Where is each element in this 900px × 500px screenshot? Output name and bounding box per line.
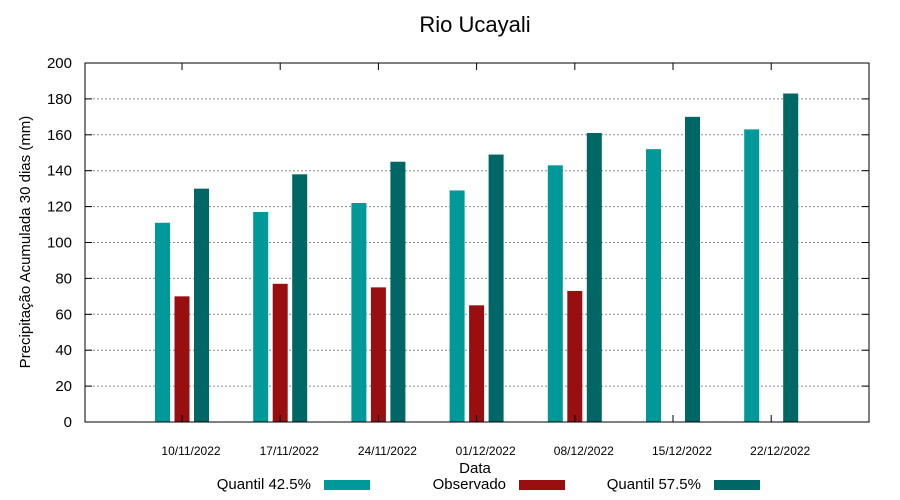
y-axis-ticks: 0 20 40 60 80 100 120 140 160 180 200: [47, 55, 869, 431]
bar: [488, 154, 504, 423]
bar: [547, 165, 563, 422]
bar: [783, 93, 799, 422]
x-tick-label: 10/11/2022: [161, 444, 220, 458]
x-tick-label: 01/12/2022: [456, 444, 516, 458]
legend-label: Quantil 42.5%: [217, 476, 311, 493]
x-tick-label: 17/11/2022: [260, 444, 319, 458]
y-tick-label: 0: [64, 414, 72, 431]
y-tick-label: 180: [47, 91, 72, 108]
bar: [370, 287, 386, 422]
bar: [155, 222, 170, 422]
legend: Quantil 42.5% Observado Quantil 57.5%: [217, 476, 760, 493]
legend-swatch: [324, 480, 370, 490]
legend-swatch: [519, 480, 565, 490]
bar: [744, 129, 760, 423]
bar: [272, 283, 288, 422]
bar: [469, 305, 485, 422]
y-tick-label: 140: [47, 163, 72, 180]
y-tick-label: 80: [55, 270, 72, 287]
bar: [292, 174, 308, 422]
chart-title: Rio Ucayali: [419, 12, 530, 37]
bar: [685, 116, 700, 422]
legend-label: Observado: [433, 476, 506, 493]
bar: [449, 190, 465, 422]
x-axis-ticks: 10/11/2022 17/11/2022 24/11/2022 01/12/2022…: [161, 63, 811, 458]
y-tick-label: 20: [55, 378, 72, 395]
y-tick-label: 160: [47, 127, 72, 144]
bar: [390, 161, 406, 422]
x-tick-label: 22/12/2022: [750, 444, 810, 458]
y-tick-label: 100: [47, 235, 72, 252]
x-axis-label: Data: [459, 460, 491, 477]
bar: [194, 188, 209, 422]
bar: [586, 133, 602, 422]
x-tick-label: 08/12/2022: [554, 444, 614, 458]
legend-label: Quantil 57.5%: [607, 476, 701, 493]
y-tick-label: 40: [55, 342, 72, 359]
bar: [351, 203, 367, 422]
y-tick-label: 60: [55, 306, 72, 323]
bar: [646, 149, 661, 422]
y-tick-label: 200: [47, 55, 72, 72]
bar: [567, 290, 583, 422]
bar: [253, 211, 269, 422]
bar: [174, 296, 190, 422]
y-tick-label: 120: [47, 199, 72, 216]
x-tick-label: 15/12/2022: [652, 444, 712, 458]
legend-swatch: [714, 480, 760, 490]
bars: [155, 93, 799, 423]
x-tick-label: 24/11/2022: [358, 444, 417, 458]
y-axis-label: Precipitação Acumulada 30 dias (mm): [17, 116, 34, 369]
